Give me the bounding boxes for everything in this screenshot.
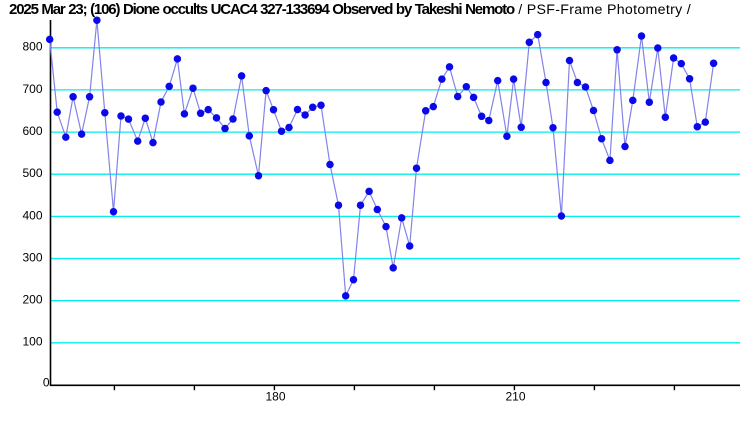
svg-text:0: 0 <box>43 376 50 390</box>
svg-text:180: 180 <box>265 390 285 404</box>
svg-text:800: 800 <box>22 40 42 54</box>
svg-text:500: 500 <box>22 166 42 180</box>
svg-text:300: 300 <box>22 250 42 264</box>
svg-text:400: 400 <box>22 208 42 222</box>
svg-text:600: 600 <box>22 124 42 138</box>
svg-text:100: 100 <box>22 335 42 349</box>
svg-text:200: 200 <box>22 293 42 307</box>
svg-text:210: 210 <box>505 390 525 404</box>
svg-text:700: 700 <box>22 82 42 96</box>
